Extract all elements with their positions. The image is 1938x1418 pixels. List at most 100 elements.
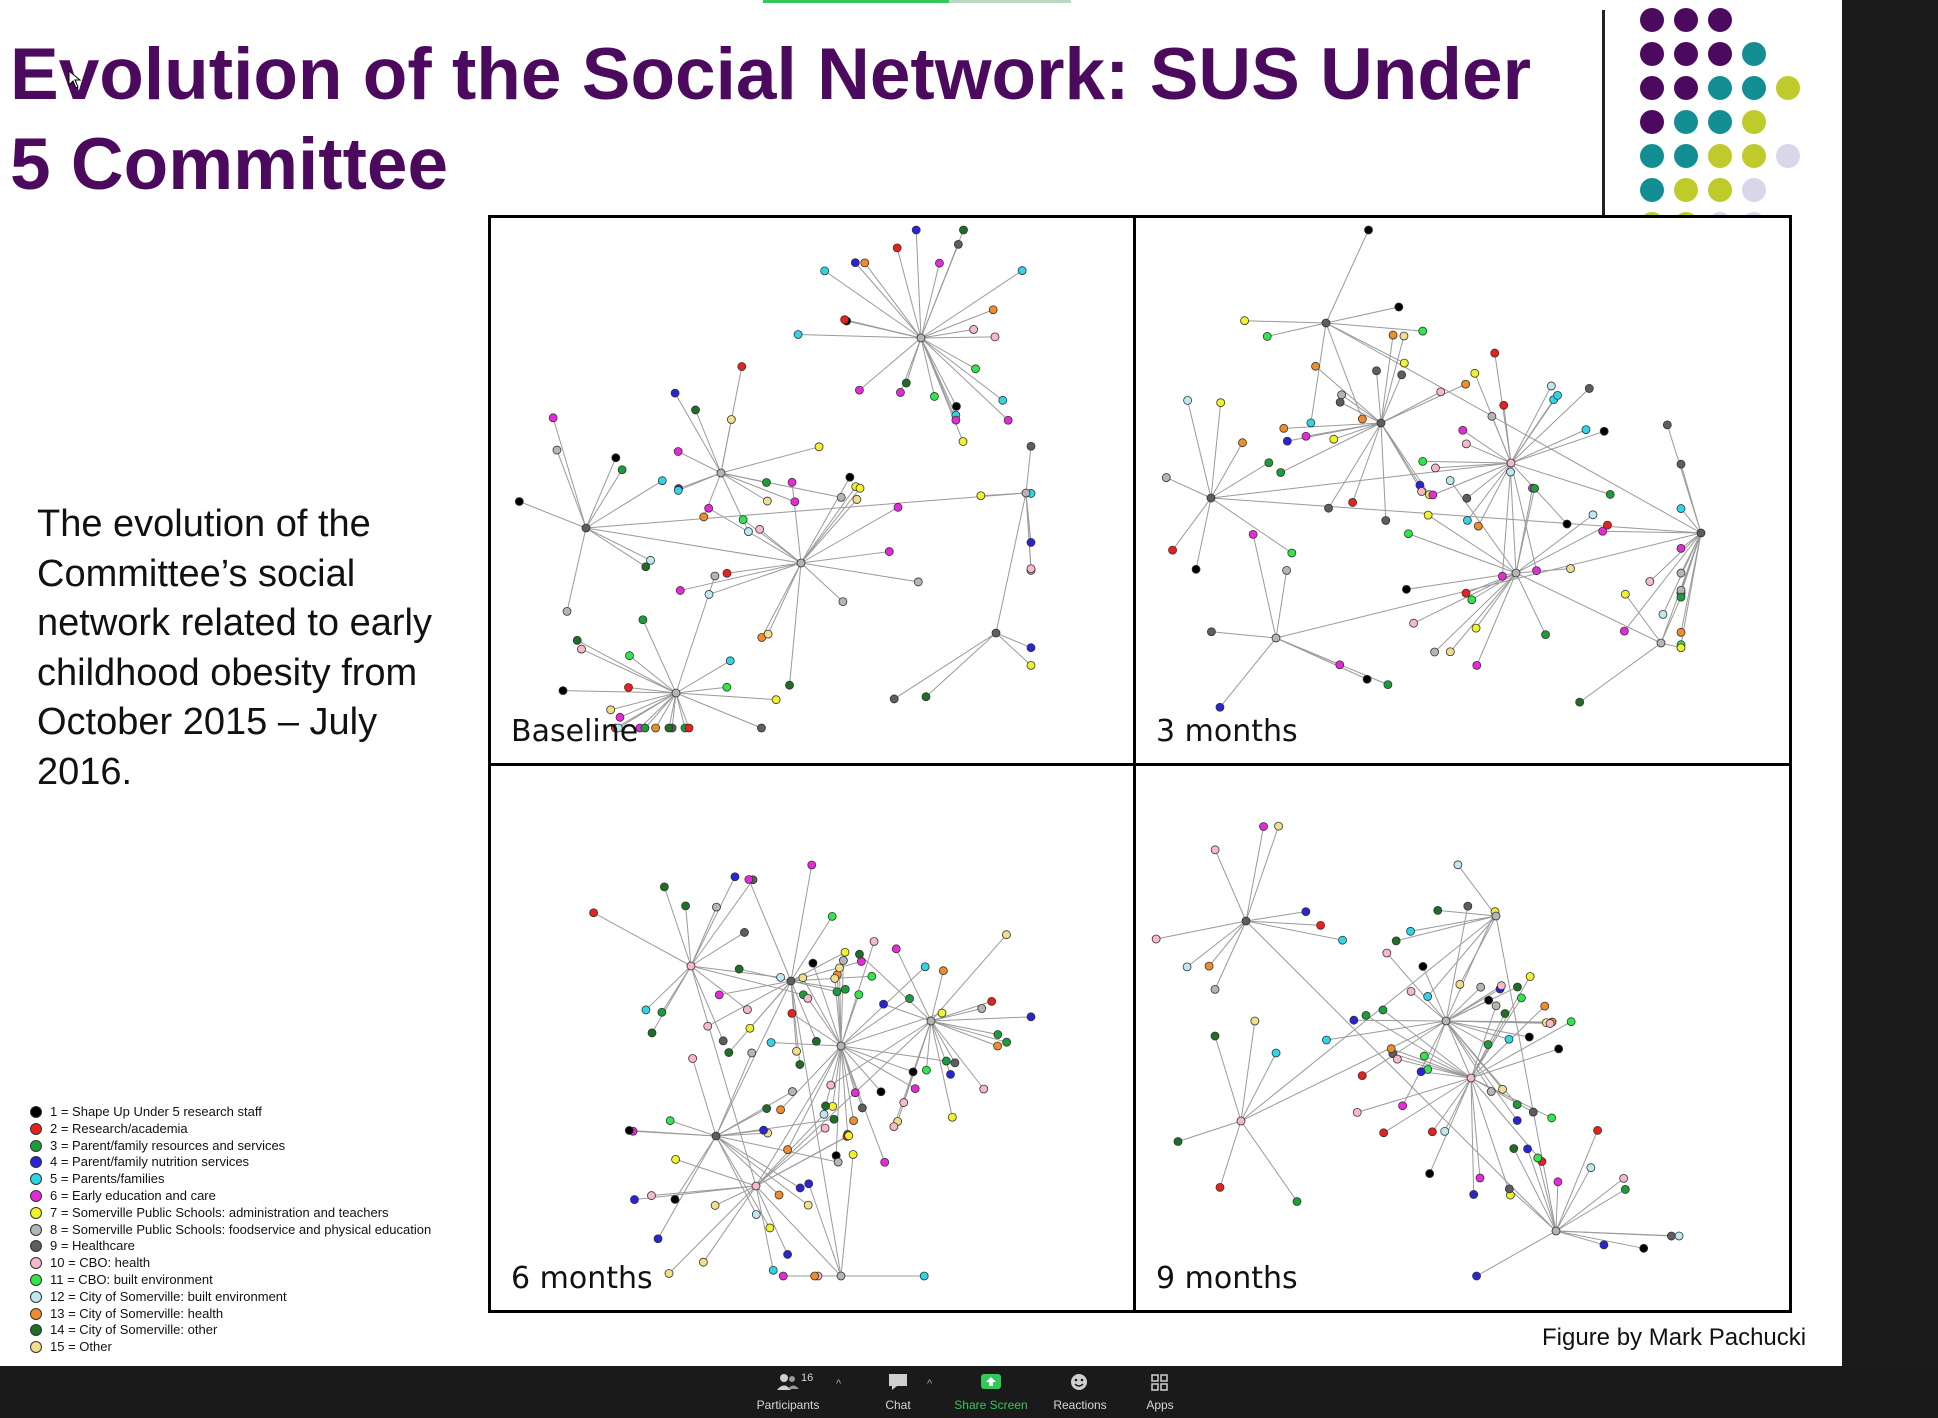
network-node — [725, 656, 735, 666]
network-edge — [1187, 400, 1212, 499]
network-node — [681, 901, 690, 911]
participants-caret-icon[interactable]: ^ — [836, 1378, 842, 1390]
network-node — [855, 483, 865, 493]
network-node — [990, 332, 1000, 342]
decor-dot — [1674, 144, 1698, 168]
network-edge — [642, 619, 677, 694]
legend-item: 9 = Healthcare — [30, 1238, 490, 1255]
network-node — [611, 453, 621, 463]
network-node — [930, 392, 939, 401]
network-node — [1292, 1197, 1302, 1206]
participants-button[interactable]: 16 Participants — [743, 1372, 833, 1412]
legend-label: 13 = City of Somerville: health — [50, 1305, 224, 1321]
decor-dot — [1674, 8, 1698, 32]
network-hub-node — [786, 976, 796, 986]
network-edge — [1445, 1020, 1518, 1121]
network-edge — [690, 906, 717, 967]
network-node — [1506, 467, 1515, 477]
network-node — [827, 911, 837, 921]
chat-caret-icon[interactable]: ^ — [927, 1378, 933, 1390]
network-edge — [1380, 335, 1394, 424]
network-edge — [840, 1012, 943, 1047]
network-edge — [644, 692, 677, 729]
network-edge — [1435, 462, 1512, 469]
network-edge — [585, 492, 1027, 529]
network-edge — [1380, 335, 1405, 424]
network-edge — [715, 1132, 768, 1137]
network-edge — [755, 1185, 842, 1277]
chat-button[interactable]: Chat — [853, 1372, 943, 1412]
network-node — [1406, 986, 1416, 996]
network-node — [919, 1271, 929, 1281]
network-edge — [1510, 462, 1568, 525]
legend-swatch — [30, 1290, 42, 1303]
network-edge — [1025, 492, 1032, 569]
network-node — [1418, 326, 1428, 336]
network-node — [1250, 1016, 1260, 1026]
network-node — [1329, 434, 1339, 444]
network-node — [1259, 822, 1268, 831]
network-edge — [1245, 911, 1306, 922]
network-edge — [800, 562, 919, 583]
network-edge — [1341, 394, 1382, 424]
network-node — [684, 723, 694, 733]
network-edge — [610, 692, 677, 711]
network-edge — [715, 1118, 835, 1137]
network-node — [958, 437, 968, 446]
network-edge — [1510, 462, 1538, 571]
network-edge — [1210, 497, 1293, 554]
network-hub-node — [751, 1181, 761, 1191]
network-edge — [690, 965, 724, 1042]
network-node — [1471, 623, 1481, 633]
legend-label: 15 = Other — [50, 1339, 112, 1355]
network-edge — [755, 1135, 850, 1187]
presentation-slide: Evolution of the Social Network: SUS Und… — [10, 0, 1807, 1356]
network-node — [1418, 456, 1428, 466]
network-node — [1476, 982, 1486, 992]
decor-dot — [1640, 178, 1664, 202]
legend-swatch — [30, 1173, 42, 1186]
network-node — [1658, 609, 1668, 619]
network-node — [710, 1201, 720, 1210]
network-edge — [593, 912, 692, 967]
network-hub-node — [1506, 458, 1516, 468]
reactions-button[interactable]: Reactions — [1035, 1372, 1125, 1412]
window-edge — [1842, 0, 1938, 1366]
network-edge — [761, 562, 802, 638]
network-edge — [675, 692, 690, 729]
network-node — [1423, 510, 1433, 520]
network-node — [1566, 1017, 1576, 1027]
network-edge — [1555, 1167, 1592, 1232]
network-edge — [1510, 395, 1558, 464]
network-node — [1453, 860, 1463, 870]
participants-label: Participants — [756, 1398, 820, 1412]
legend-label: 11 = CBO: built environment — [50, 1271, 213, 1287]
network-edge — [1383, 1077, 1472, 1134]
network-edge — [1470, 997, 1522, 1079]
network-edge — [844, 319, 922, 339]
network-node — [1026, 1012, 1036, 1022]
reactions-label: Reactions — [1053, 1398, 1107, 1412]
network-edge — [864, 262, 922, 339]
apps-button[interactable]: Apps — [1115, 1372, 1205, 1412]
network-node — [1287, 548, 1297, 558]
network-edge — [657, 1135, 717, 1239]
network-edge — [1245, 825, 1280, 922]
network-edge — [1466, 443, 1512, 464]
network-node — [1417, 487, 1427, 496]
network-node — [876, 1087, 886, 1097]
apps-label: Apps — [1146, 1398, 1174, 1412]
network-edge — [930, 1020, 998, 1036]
network-node — [776, 972, 785, 982]
network-edge — [690, 965, 748, 1010]
share-screen-button[interactable]: Share Screen — [946, 1372, 1036, 1412]
network-edge — [1325, 322, 1405, 364]
network-legend: 1 = Shape Up Under 5 research staff 2 = R… — [30, 1104, 490, 1356]
network-node — [1168, 545, 1177, 555]
network-edge — [840, 1045, 914, 1073]
network-hub-node — [916, 333, 926, 343]
network-node — [1553, 1177, 1563, 1187]
network-node — [971, 364, 980, 374]
network-edge — [800, 551, 890, 564]
network-hub-node — [581, 523, 591, 533]
